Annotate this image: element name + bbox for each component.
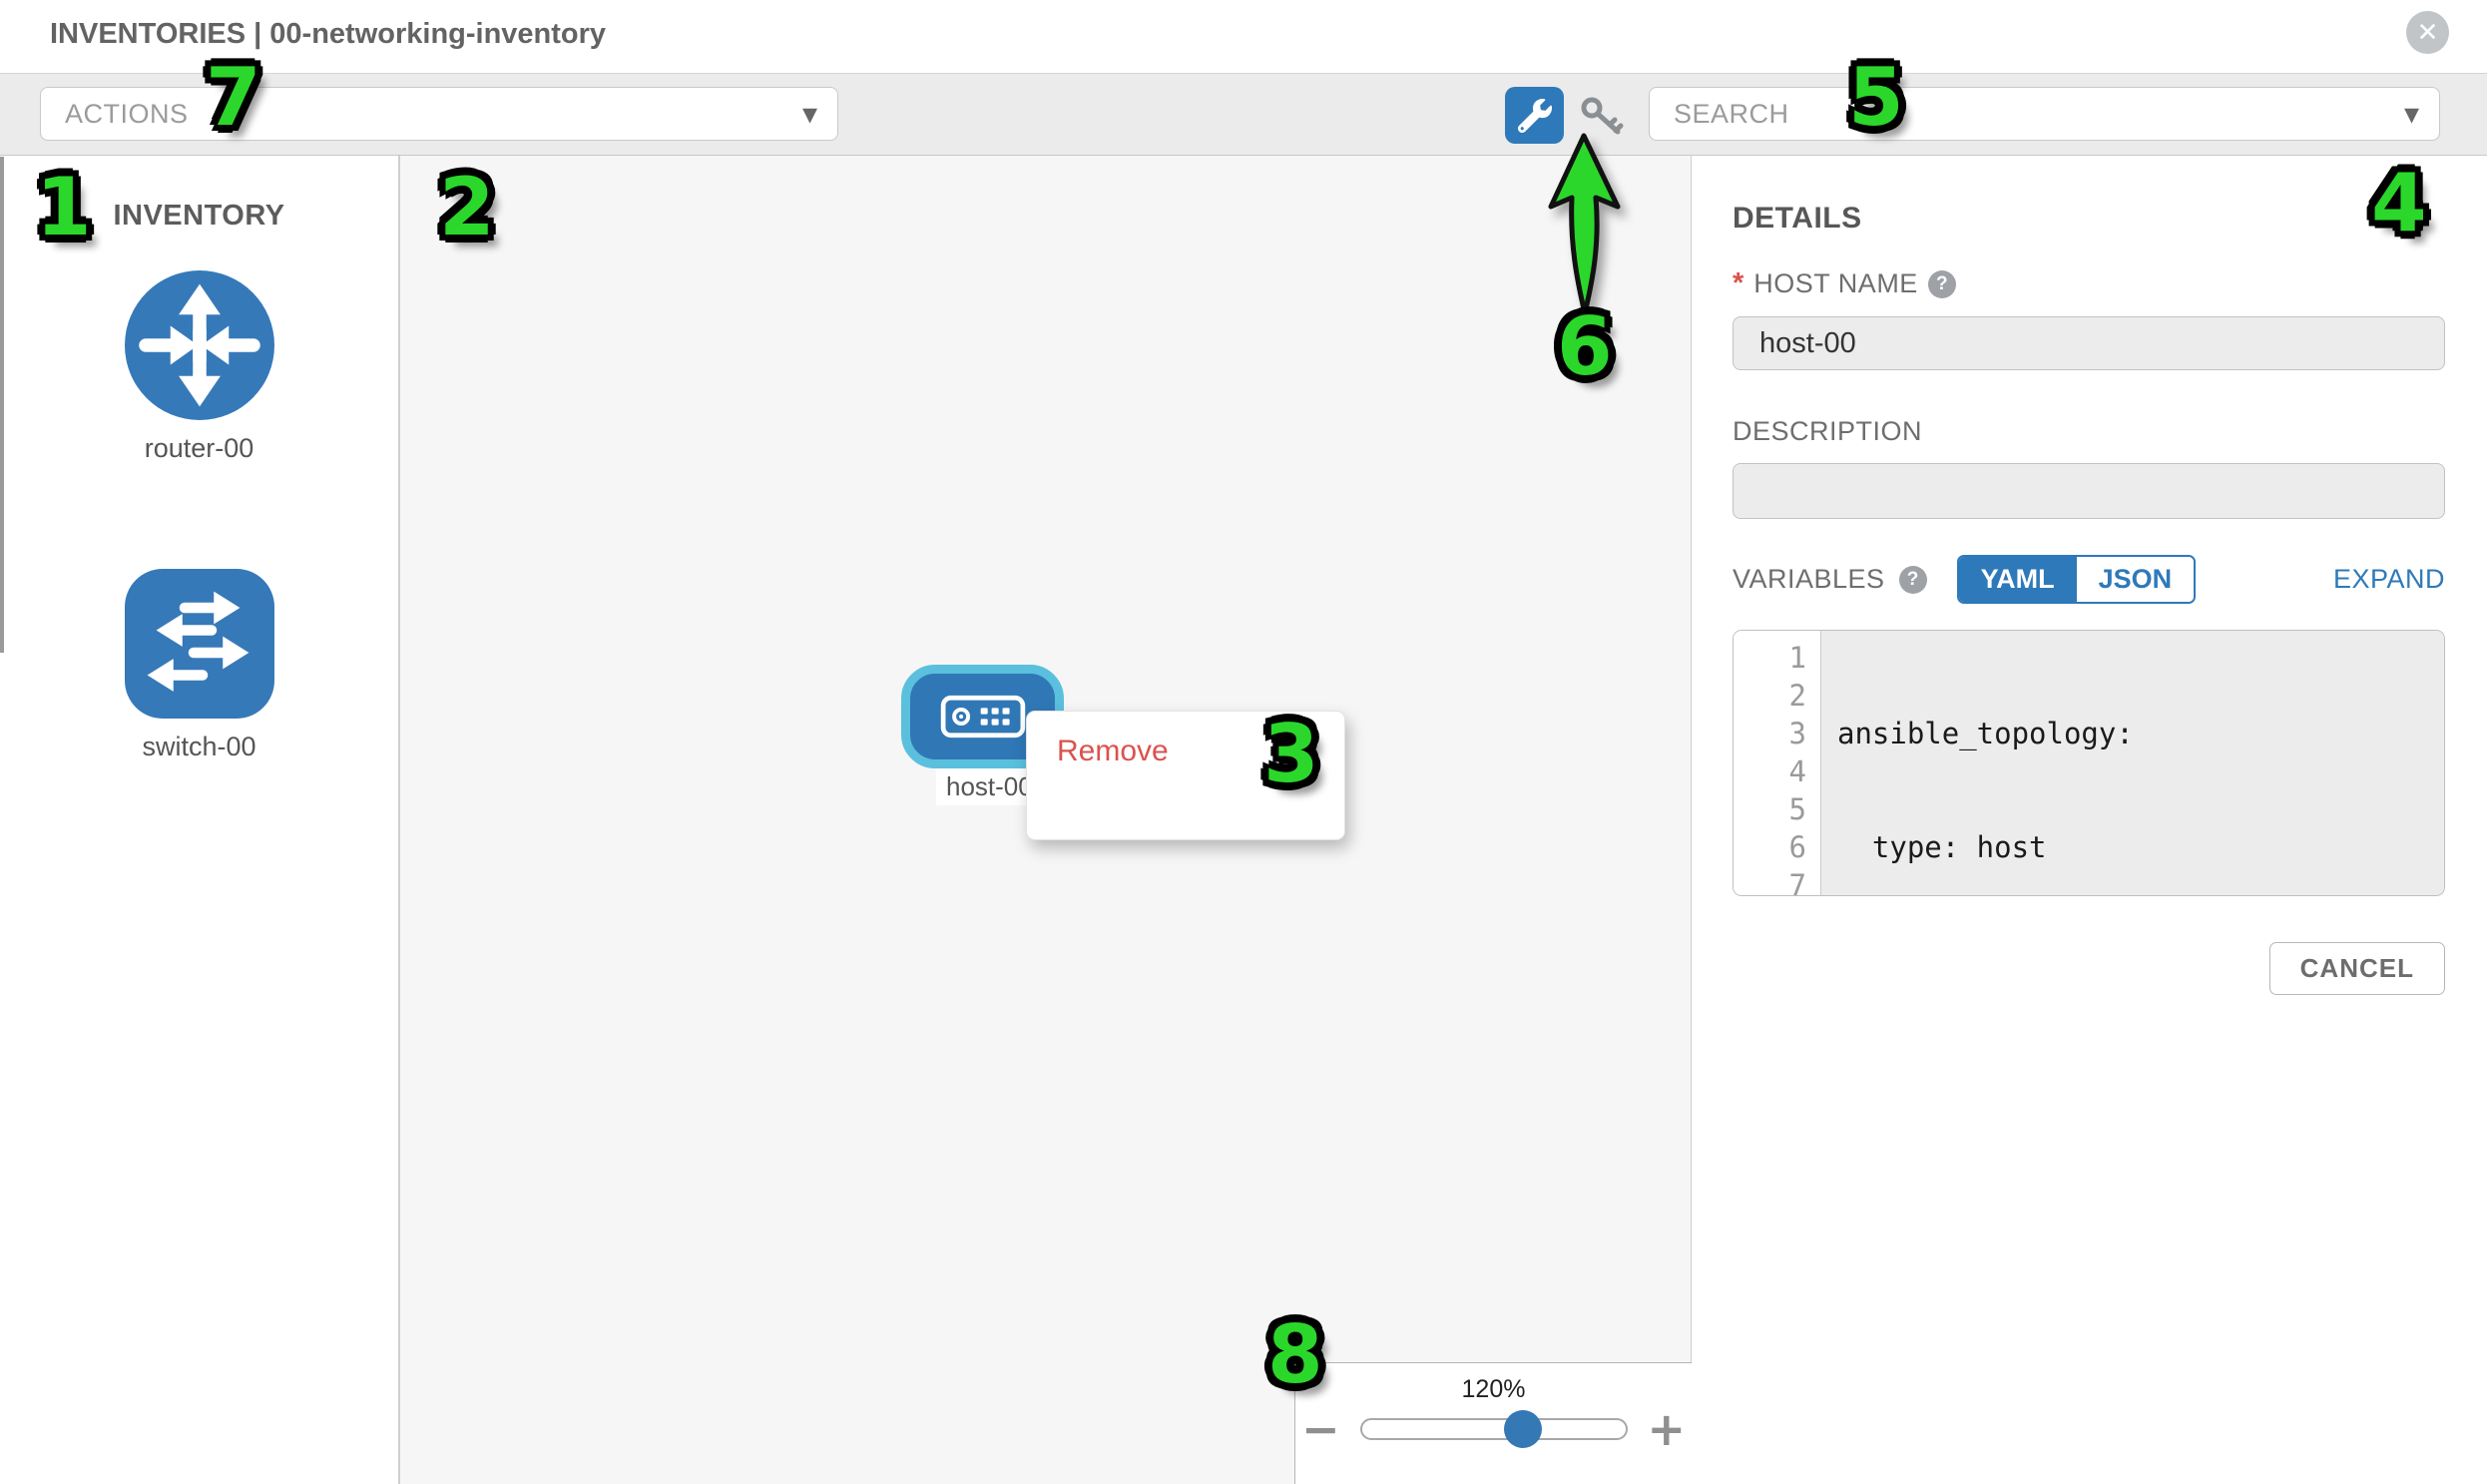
router-icon [124,270,274,420]
host-name-label: HOST NAME [1753,268,1918,298]
annotation-number-5: 5 [1848,51,1904,144]
palette-item-label: router-00 [144,433,254,463]
chevron-down-icon: ▾ [801,97,817,131]
annotation-number-2: 2 [439,161,495,253]
topology-canvas[interactable]: host-00 Details Remove 120% − + [399,156,1692,1484]
annotation-number-4: 4 [2371,157,2427,249]
description-field[interactable] [1733,463,2445,519]
variables-code-editor: 1 2 3 4 5 6 7 ansible_topology: type: ho… [1733,630,2445,896]
annotation-arrow-up-icon [1545,130,1629,326]
palette-item-switch[interactable]: switch-00 [0,569,398,762]
tab-json[interactable]: JSON [2076,557,2195,602]
palette-item-label: switch-00 [142,732,256,761]
zoom-slider-handle[interactable] [1503,1410,1542,1448]
details-heading: DETAILS [1733,202,1862,235]
host-name-field[interactable]: host-00 [1733,316,2445,370]
annotation-number-3: 3 [1263,708,1319,800]
cancel-button[interactable]: CANCEL [2268,942,2445,995]
editor-code-area[interactable]: ansible_topology: type: host name: host-… [1821,631,2444,895]
help-icon[interactable]: ? [1927,269,1956,298]
inventory-heading: INVENTORY [113,200,285,232]
code-line: type: host [1837,830,2047,864]
chevron-down-icon: ▾ [2403,97,2419,131]
toolbar: ACTIONS ▾ SEARCH ▾ [0,74,2487,156]
actions-dropdown-placeholder: ACTIONS [65,98,189,129]
tab-yaml[interactable]: YAML [1958,557,2077,602]
description-label: DESCRIPTION [1733,416,1923,446]
variables-label: VARIABLES [1733,564,1885,594]
variables-format-toggle: YAML JSON [1956,555,2197,604]
details-panel: DETAILS * HOST NAME ? host-00 DESCRIPTIO… [1693,156,2487,1484]
annotation-number-8: 8 [1267,1308,1323,1401]
context-menu-item-remove[interactable]: Remove [1057,735,1169,767]
palette-item-router[interactable]: router-00 [0,270,398,464]
toolbar-mode-button[interactable] [1505,87,1564,144]
sidebar-scrollbar[interactable] [0,157,4,653]
actions-dropdown[interactable]: ACTIONS ▾ [40,87,838,141]
zoom-level-value: 120% [1461,1375,1526,1403]
zoom-slider[interactable] [1359,1410,1628,1448]
close-glyph: ✕ [2416,17,2439,47]
wrench-icon [1517,98,1552,133]
annotation-number-1: 1 [36,161,92,253]
switch-icon [124,569,274,719]
host-node-label: host-00 [936,768,1043,805]
node-context-menu: Details Remove [1026,711,1345,840]
search-dropdown[interactable]: SEARCH ▾ [1649,87,2440,141]
code-line: ansible_topology: [1837,717,2134,750]
host-icon [940,695,1026,739]
annotation-number-7: 7 [206,51,261,144]
key-icon [1580,96,1624,136]
page-title: INVENTORIES | 00-networking-inventory [50,18,607,50]
help-icon[interactable]: ? [1898,565,1927,594]
required-asterisk: * [1733,267,1744,299]
key-credentials-button[interactable] [1580,96,1624,136]
inventory-sidebar: INVENTORY router-00 [0,156,399,1484]
close-icon[interactable]: ✕ [2406,11,2449,54]
search-input[interactable]: SEARCH [1674,98,1789,129]
editor-line-numbers: 1 2 3 4 5 6 7 [1734,631,1821,895]
expand-link[interactable]: EXPAND [2332,564,2445,594]
annotation-number-6: 6 [1557,300,1613,393]
window-header: INVENTORIES | 00-networking-inventory ✕ [0,0,2487,74]
host-name-value: host-00 [1759,326,1856,359]
zoom-out-button[interactable]: − [1300,1402,1340,1456]
zoom-in-button[interactable]: + [1647,1402,1687,1456]
zoom-control-panel: 120% − + [1294,1362,1692,1484]
